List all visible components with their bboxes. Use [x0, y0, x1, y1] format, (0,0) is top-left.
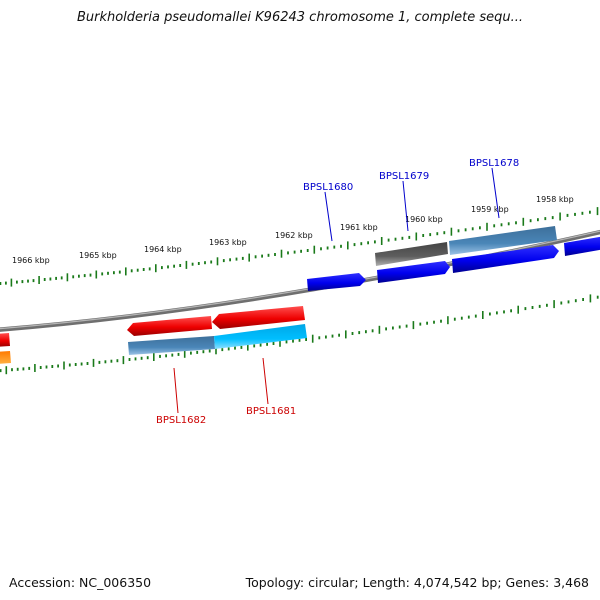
- outer-tick-ring: [0, 207, 599, 287]
- leader-line-BPSL1679: [402, 180, 409, 232]
- feature-bar-orange[interactable]: [0, 351, 11, 364]
- leader-line-BPSL1678: [491, 167, 500, 219]
- leader-line-BPSL1680: [324, 191, 333, 242]
- leader-line-BPSL1681: [262, 357, 269, 405]
- gene-label-BPSL1681[interactable]: BPSL1681: [246, 406, 296, 417]
- feature-bar-gray[interactable]: [375, 242, 448, 266]
- tick-label-1959kbp: 1959 kbp: [471, 205, 509, 214]
- gene-arrow-BPSL1679[interactable]: [377, 261, 450, 283]
- tick-label-group: 1966 kbp 1965 kbp 1964 kbp 1963 kbp 1962…: [12, 195, 574, 265]
- tick-label-1962kbp: 1962 kbp: [275, 231, 313, 240]
- gene-arrow-BPSL1680[interactable]: [307, 273, 366, 291]
- gene-arrow-BPSL1678[interactable]: [452, 245, 559, 273]
- gene-arrow-next[interactable]: [564, 236, 600, 256]
- tick-label-1965kbp: 1965 kbp: [79, 251, 117, 260]
- feature-bar-light-blue[interactable]: [214, 324, 307, 349]
- genome-stats-text: Topology: circular; Length: 4,074,542 bp…: [245, 575, 589, 590]
- gene-label-BPSL1680[interactable]: BPSL1680: [303, 182, 353, 193]
- leader-line-BPSL1682: [173, 367, 179, 414]
- feature-bar-steel-blue[interactable]: [449, 226, 557, 255]
- accession-text: Accession: NC_006350: [9, 575, 152, 590]
- tick-label-1966kbp: 1966 kbp: [12, 256, 50, 265]
- gene-arrow-prev[interactable]: [0, 333, 10, 347]
- gene-label-BPSL1678[interactable]: BPSL1678: [469, 158, 519, 169]
- tick-label-1958kbp: 1958 kbp: [536, 195, 574, 204]
- gene-label-BPSL1679[interactable]: BPSL1679: [379, 171, 429, 182]
- tick-label-1964kbp: 1964 kbp: [144, 245, 182, 254]
- gene-arrow-BPSL1682[interactable]: [127, 316, 212, 336]
- gene-arrow-BPSL1681[interactable]: [212, 306, 305, 329]
- map-title: Burkholderia pseudomallei K96243 chromos…: [76, 10, 524, 25]
- reverse-strand-features: [0, 306, 307, 364]
- gene-label-group: BPSL1680 BPSL1679 BPSL1678 BPSL1682 BPSL…: [156, 158, 519, 426]
- forward-strand-features: [307, 226, 600, 291]
- tick-label-1961kbp: 1961 kbp: [340, 223, 378, 232]
- feature-bar-steel-blue-2[interactable]: [128, 336, 215, 355]
- genome-backbone-highlight: [0, 230, 600, 330]
- tick-label-1960kbp: 1960 kbp: [405, 215, 443, 224]
- gene-label-BPSL1682[interactable]: BPSL1682: [156, 415, 206, 426]
- tick-label-1963kbp: 1963 kbp: [209, 238, 247, 247]
